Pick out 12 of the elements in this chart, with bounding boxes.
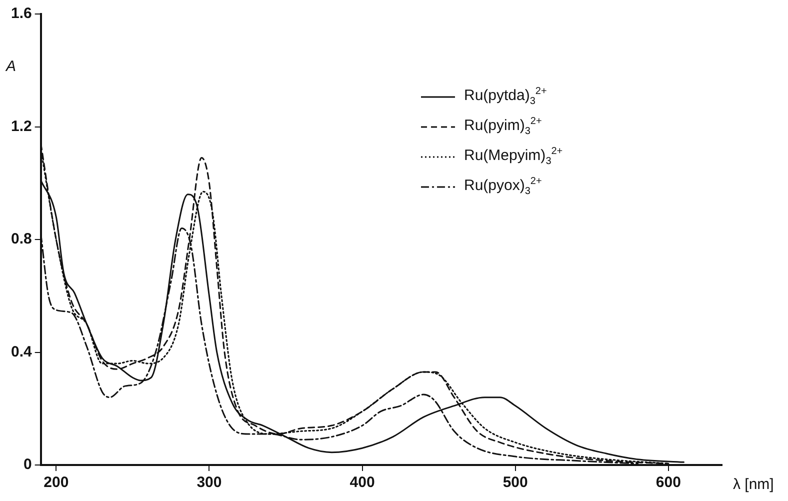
x-tick-label: 500 [502,474,528,492]
y-tick-label: 1.2 [10,118,32,135]
x-tick-label: 400 [350,474,375,492]
x-axis-title: λ [nm] [733,476,774,493]
x-tick-label: 200 [44,474,69,492]
y-tick-label: 0.8 [10,230,32,248]
y-tick-label: 0 [24,456,32,474]
y-tick-label: 0.4 [10,343,32,360]
x-tick-label: 300 [196,474,222,492]
y-axis-title: A [6,58,16,75]
y-tick-label: 1.6 [10,5,32,22]
x-tick-label: 600 [656,474,681,492]
